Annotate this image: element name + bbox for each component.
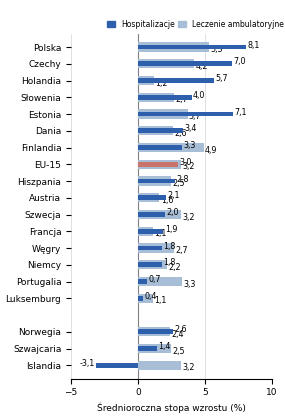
Text: 1,1: 1,1 [154,296,166,305]
Bar [138,227,153,236]
Text: 1,4: 1,4 [158,342,170,351]
Bar [138,279,147,284]
Bar [138,109,188,119]
Bar [138,176,172,186]
Text: 0,4: 0,4 [145,292,157,301]
Bar [138,195,166,200]
Bar [138,62,232,66]
Text: 4,9: 4,9 [205,146,217,155]
Text: 2,7: 2,7 [176,96,188,104]
Text: 1,6: 1,6 [161,196,173,205]
Legend: Hospitalizacje, Leczenie ambulatoryjne: Hospitalizacje, Leczenie ambulatoryjne [104,17,285,32]
Text: 1,8: 1,8 [163,258,176,267]
Bar [138,95,192,100]
Text: 2,0: 2,0 [166,208,179,217]
Text: 2,5: 2,5 [173,179,186,188]
Bar [138,296,143,300]
Text: 7,0: 7,0 [233,57,245,66]
Text: 1,2: 1,2 [155,79,168,88]
Text: 2,6: 2,6 [174,129,187,138]
Text: 8,1: 8,1 [248,41,260,49]
Bar [138,126,173,135]
Bar [138,160,181,169]
Text: 3,4: 3,4 [185,124,197,133]
Bar [96,363,138,367]
Text: 7,1: 7,1 [234,108,247,116]
Bar [138,361,181,370]
Bar [138,344,172,353]
Bar [138,178,176,184]
Bar [138,143,203,152]
Text: 2,7: 2,7 [176,246,188,255]
Text: 3,2: 3,2 [182,163,195,171]
Bar [138,76,154,85]
Text: 2,6: 2,6 [174,325,187,334]
Bar [138,59,194,68]
Bar [138,327,170,336]
Text: 5,3: 5,3 [210,45,223,54]
Text: 3,3: 3,3 [184,279,196,289]
Bar [138,145,182,150]
Bar [138,294,153,303]
Text: 3,2: 3,2 [182,212,195,222]
Text: 0,7: 0,7 [149,275,161,284]
Bar [138,210,181,219]
Bar [138,262,162,267]
Text: 3,3: 3,3 [184,141,196,150]
Bar [138,243,174,253]
Bar [138,162,178,167]
X-axis label: Średnioroczna stopa wzrostu (%): Średnioroczna stopa wzrostu (%) [97,403,246,414]
Text: 3,7: 3,7 [189,112,201,121]
Bar [138,260,167,269]
Bar [138,329,173,334]
Bar [138,229,163,234]
Bar [138,45,247,49]
Text: -3,1: -3,1 [80,359,95,368]
Bar [138,246,162,251]
Text: 4,0: 4,0 [193,91,205,100]
Text: 4,2: 4,2 [196,62,208,71]
Text: 1,9: 1,9 [165,225,177,234]
Text: 2,2: 2,2 [169,263,181,272]
Bar [138,212,165,217]
Bar [138,129,184,133]
Text: 5,7: 5,7 [216,74,228,83]
Text: 3,2: 3,2 [182,363,195,372]
Bar [138,193,159,202]
Text: 2,1: 2,1 [167,191,180,200]
Text: 1,8: 1,8 [163,241,176,251]
Text: 1,1: 1,1 [154,229,166,238]
Bar [138,42,209,52]
Bar [138,78,214,83]
Text: 2,8: 2,8 [177,175,189,184]
Bar [138,112,233,116]
Bar [138,277,182,286]
Text: 2,4: 2,4 [172,330,184,339]
Text: 3,0: 3,0 [180,158,192,167]
Bar [138,93,174,102]
Bar [138,346,157,351]
Text: 2,5: 2,5 [173,347,186,356]
